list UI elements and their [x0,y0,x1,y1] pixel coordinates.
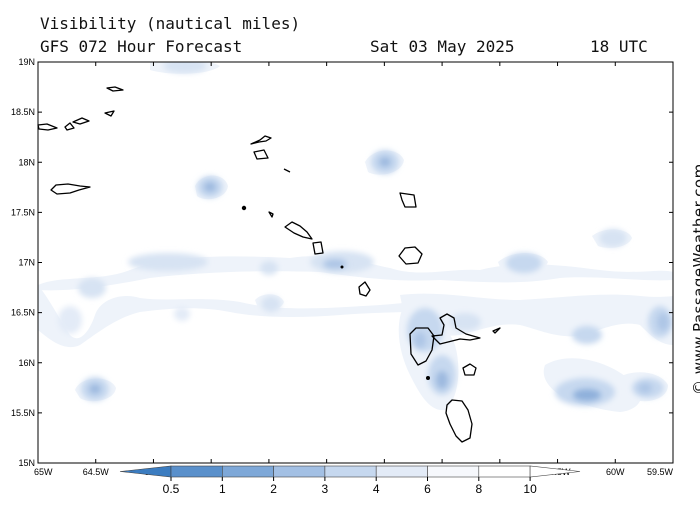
island [64,122,75,131]
island [37,123,58,131]
lon-tick-label: 65W [34,467,53,477]
forecast-time: 18 UTC [590,37,648,56]
colorbar-segment [170,465,223,478]
colorbar-label: 10 [523,482,537,496]
colorbar-segment [273,465,326,478]
map-title: Visibility (nautical miles) [40,14,301,33]
visibility-contours [38,62,673,412]
lat-tick-label: 15.5N [11,408,35,418]
island [284,221,313,240]
lat-tick-label: 17N [18,258,35,268]
lat-tick-label: 18.5N [11,107,35,117]
island [398,246,423,265]
island [431,313,481,345]
colorbar-label: 4 [373,482,380,496]
lat-tick-label: 15N [18,458,35,468]
lat-tick-label: 18N [18,157,35,167]
colorbar-label: 6 [424,482,431,496]
island [104,110,115,117]
island [283,168,291,173]
island [399,192,417,208]
island [250,135,272,145]
latitude-axis: 19N 18.5N 18N 17.5N 17N 16.5N 16N 15.5N 15N [11,57,673,468]
island [492,327,501,334]
colorbar-label: 3 [322,482,329,496]
visibility-colorbar: 0.5 1 2 3 4 6 8 10 [119,465,581,496]
island [106,86,124,92]
island [409,327,435,366]
island [72,117,90,125]
island [462,363,477,376]
coastlines [37,86,501,443]
island [312,241,324,255]
lon-tick-label: 60W [606,467,625,477]
lat-tick-label: 17.5N [11,207,35,217]
lat-tick-label: 16N [18,358,35,368]
colorbar-high-arrow [529,465,581,478]
colorbar-label: 2 [270,482,277,496]
lat-tick-label: 19N [18,57,35,67]
colorbar-segment [375,465,428,478]
island [50,183,91,195]
colorbar-segment [222,465,274,478]
colorbar-segment [427,465,480,478]
colorbar-segment [478,465,531,478]
forecast-subtitle: GFS 072 Hour Forecast [40,37,243,56]
lat-tick-label: 16.5N [11,308,35,318]
island [268,211,274,218]
lon-tick-label: 64.5W [83,467,110,477]
colorbar-segment [324,465,377,478]
island [445,399,473,443]
forecast-date: Sat 03 May 2025 [370,37,515,56]
colorbar-label: 0.5 [163,482,180,496]
colorbar-label: 8 [475,482,482,496]
island [358,281,371,297]
island [253,149,269,160]
islets [241,205,430,380]
lon-tick-label: 59.5W [647,467,674,477]
colorbar-label: 1 [219,482,226,496]
